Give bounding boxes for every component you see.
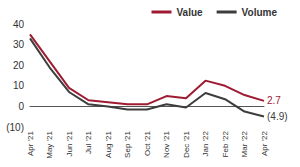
svg-text:Jul '21: Jul '21: [84, 130, 93, 153]
svg-text:(4.9): (4.9): [267, 111, 288, 122]
svg-text:Volume: Volume: [242, 7, 278, 18]
svg-text:Value: Value: [176, 7, 203, 18]
svg-text:(10): (10): [6, 122, 24, 133]
svg-text:40: 40: [13, 19, 25, 30]
svg-text:2.7: 2.7: [267, 95, 281, 106]
svg-text:Dec '21: Dec '21: [182, 130, 191, 157]
svg-text:Apr '22: Apr '22: [260, 130, 269, 156]
svg-text:Oct '21: Oct '21: [143, 130, 152, 156]
svg-text:Apr '21: Apr '21: [26, 130, 35, 156]
svg-text:May '21: May '21: [45, 130, 54, 158]
svg-text:Feb '22: Feb '22: [221, 130, 230, 157]
svg-text:Jan '22: Jan '22: [201, 130, 210, 156]
svg-text:Nov '21: Nov '21: [162, 130, 171, 157]
svg-text:Mar '22: Mar '22: [240, 130, 249, 157]
svg-text:30: 30: [13, 39, 25, 50]
svg-text:10: 10: [13, 80, 25, 91]
svg-text:Sep '21: Sep '21: [123, 130, 132, 157]
svg-text:Jun '21: Jun '21: [65, 130, 74, 156]
svg-text:Aug '21: Aug '21: [104, 130, 113, 157]
svg-text:0: 0: [18, 101, 24, 112]
svg-text:20: 20: [13, 60, 25, 71]
